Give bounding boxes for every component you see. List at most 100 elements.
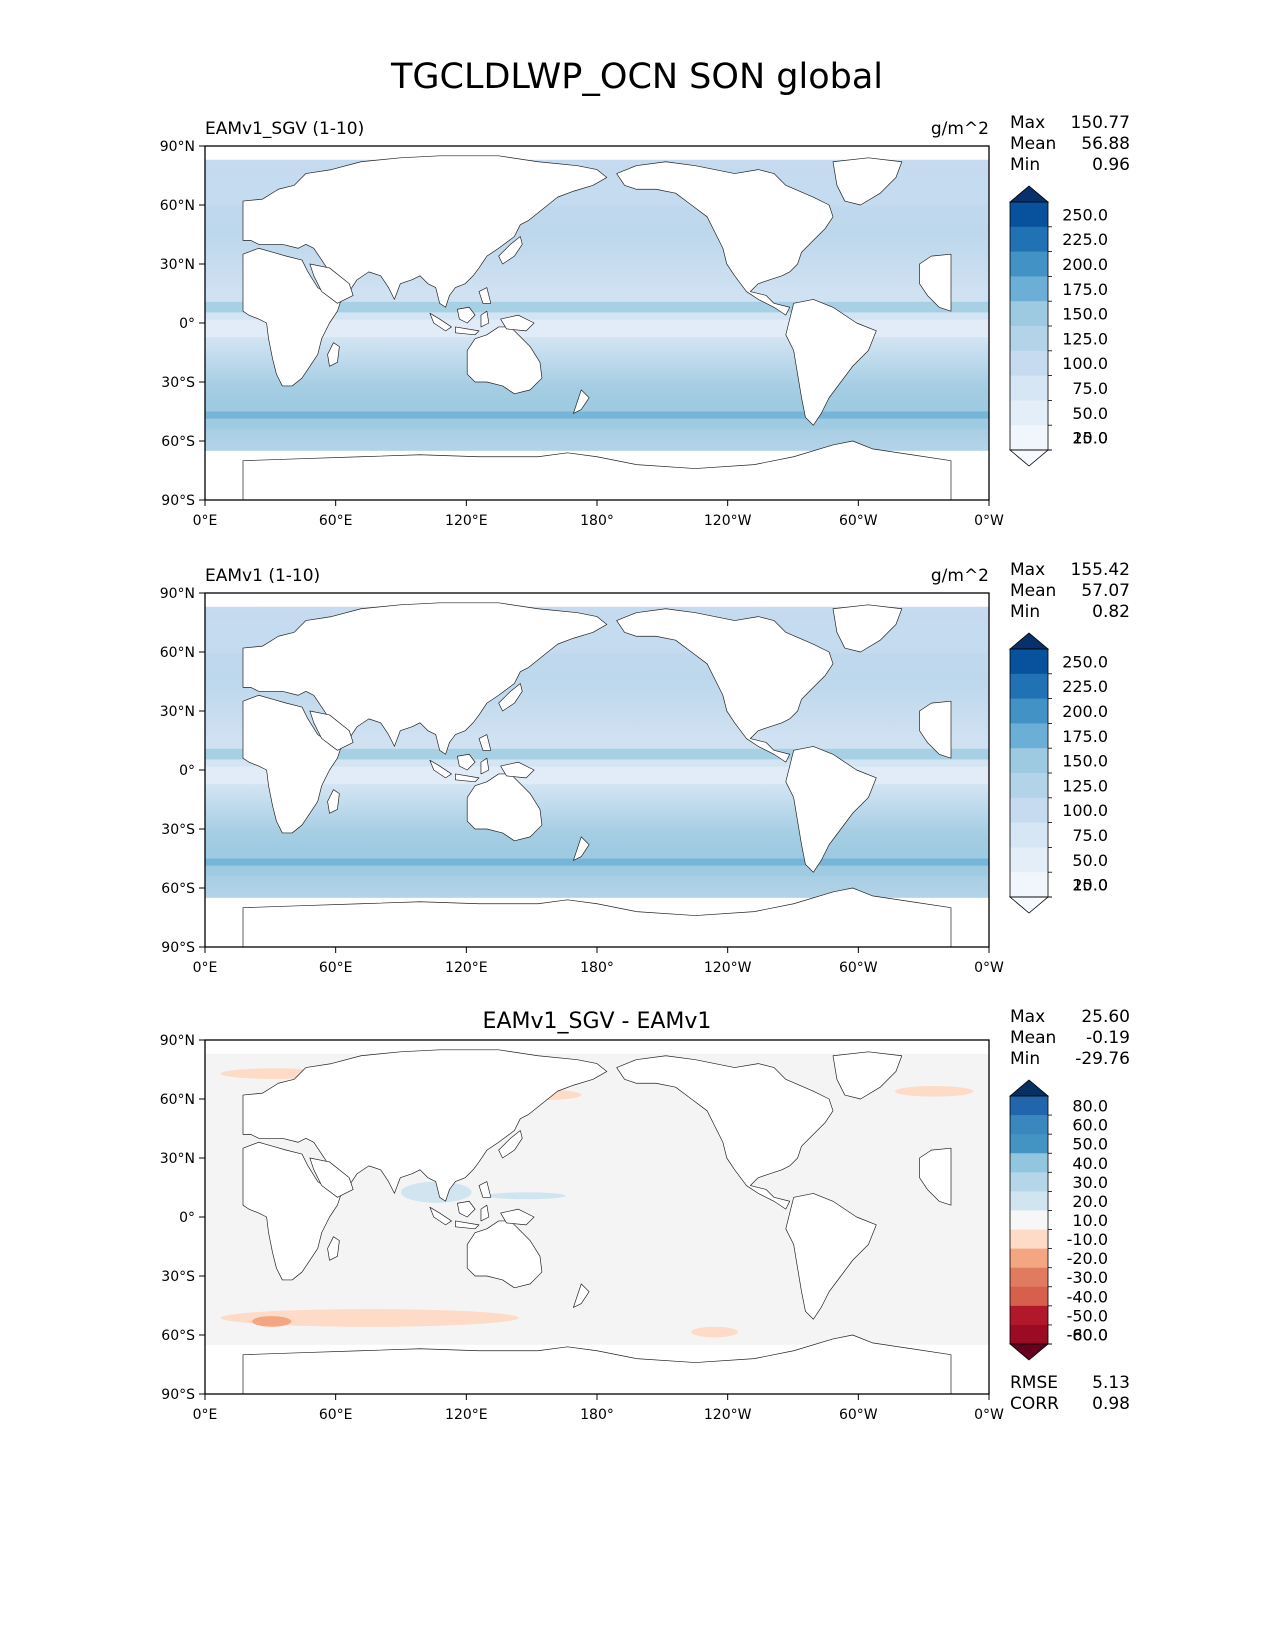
lon-tick-label: 180° xyxy=(580,513,614,529)
colorbar-bin xyxy=(1010,1096,1048,1116)
colorbar-bin xyxy=(1010,202,1048,228)
colorbar-label: 150.0 xyxy=(1062,305,1108,324)
colorbar-label: -30.0 xyxy=(1067,1268,1108,1287)
colorbar-bin xyxy=(1010,698,1048,724)
panel-name: EAMv1_SGV (1-10) xyxy=(205,119,364,139)
stat-value: -29.76 xyxy=(1075,1049,1130,1069)
footer-stat-label: CORR xyxy=(1010,1394,1059,1414)
stat-value: 56.88 xyxy=(1081,134,1130,154)
colorbar-label: -40.0 xyxy=(1067,1287,1108,1306)
lat-tick-label: 30°N xyxy=(160,257,195,273)
colorbar-label: 10.0 xyxy=(1072,876,1108,895)
lat-tick-label: 60°N xyxy=(160,198,195,214)
colorbar-bin xyxy=(1010,400,1048,426)
lon-tick-label: 120°E xyxy=(445,960,488,976)
colorbar-label: 175.0 xyxy=(1062,727,1108,746)
anomaly-patch xyxy=(220,1309,519,1327)
footer-stat-value: 0.98 xyxy=(1092,1394,1130,1414)
colorbar-label: 75.0 xyxy=(1072,379,1108,398)
colorbar-bin xyxy=(1010,1172,1048,1192)
colorbar-label: 20.0 xyxy=(1072,1192,1108,1211)
colorbar-label: 80.0 xyxy=(1072,1097,1108,1116)
colorbar-label: 100.0 xyxy=(1062,354,1108,373)
anomaly-patch xyxy=(487,1192,566,1200)
colorbar-extend-max xyxy=(1008,185,1050,203)
lat-tick-label: 30°S xyxy=(161,1269,195,1285)
anomaly-patch xyxy=(401,1181,472,1203)
colorbar-bin xyxy=(1010,797,1048,824)
lat-tick-label: 90°S xyxy=(161,1387,195,1403)
colorbar-label: 150.0 xyxy=(1062,752,1108,771)
stat-value: 0.96 xyxy=(1092,155,1130,175)
stat-label: Mean xyxy=(1010,1028,1056,1048)
colorbar-bin xyxy=(1010,425,1048,451)
colorbar-label: 250.0 xyxy=(1062,652,1108,671)
lon-tick-label: 0°W xyxy=(974,1407,1004,1423)
field-band xyxy=(205,858,989,866)
colorbar: 250.0 225.0 200.0 175.0 150.0 125.0 100.0 75.0 5… xyxy=(1008,632,1108,914)
colorbar-bin xyxy=(1010,276,1048,302)
colorbar-bin xyxy=(1010,226,1048,253)
colorbar-bin xyxy=(1010,773,1048,799)
colorbar-bin xyxy=(1010,251,1048,277)
field-band xyxy=(205,748,989,760)
colorbar-frame xyxy=(1009,1095,1049,1345)
colorbar-label: -20.0 xyxy=(1067,1249,1108,1268)
colorbar-label: 225.0 xyxy=(1062,677,1108,696)
colorbar-label: 200.0 xyxy=(1062,255,1108,274)
colorbar-bin xyxy=(1010,1248,1048,1269)
lon-tick-label: 60°W xyxy=(839,1407,878,1423)
lon-tick-label: 0°W xyxy=(974,513,1004,529)
colorbar: 250.0 225.0 200.0 175.0 150.0 125.0 100.0 75.0 5… xyxy=(1008,185,1108,467)
anomaly-patch xyxy=(691,1326,739,1338)
lat-tick-label: 0° xyxy=(179,1210,195,1226)
colorbar-extend-max xyxy=(1008,1079,1050,1097)
colorbar-label: -10.0 xyxy=(1067,1230,1108,1249)
lat-tick-label: 30°S xyxy=(161,822,195,838)
colorbar-bin xyxy=(1010,1267,1048,1288)
colorbar-label: 225.0 xyxy=(1062,230,1108,249)
panel-units: g/m^2 xyxy=(931,119,989,139)
colorbar-label: -80.0 xyxy=(1067,1325,1108,1344)
lat-tick-label: 90°S xyxy=(161,940,195,956)
colorbar-bin xyxy=(1010,1229,1048,1250)
colorbar-label: 50.0 xyxy=(1072,404,1108,423)
colorbar: 80.060.050.040.030.020.010.0-10.0-20.0-3… xyxy=(1008,1079,1108,1361)
stat-label: Max xyxy=(1010,1007,1045,1027)
lon-tick-label: 60°E xyxy=(319,1407,353,1423)
field-band xyxy=(205,301,989,313)
stat-label: Min xyxy=(1010,155,1040,175)
panel-diff: EAMv1_SGV - EAMv1 90°N 60°N 30°N 0° 30°S 60°S 9… xyxy=(160,1007,1130,1423)
colorbar-bin xyxy=(1010,822,1048,848)
lon-tick-label: 0°E xyxy=(193,513,218,529)
colorbar-label: -60.0 xyxy=(1067,1325,1108,1344)
field-band xyxy=(205,411,989,419)
lat-tick-label: 0° xyxy=(179,763,195,779)
stat-label: Max xyxy=(1010,560,1045,580)
lon-tick-label: 180° xyxy=(580,1407,614,1423)
lat-tick-label: 90°N xyxy=(160,139,195,155)
lat-tick-label: 30°N xyxy=(160,704,195,720)
figure-title: TGCLDLWP_OCN SON global xyxy=(390,57,883,97)
colorbar-bin xyxy=(1010,350,1048,377)
colorbar-label: 100.0 xyxy=(1062,801,1108,820)
footer-stat-value: 5.13 xyxy=(1092,1373,1130,1393)
lon-tick-label: 60°E xyxy=(319,960,353,976)
colorbar-bin xyxy=(1010,1305,1048,1326)
lat-tick-label: 60°N xyxy=(160,645,195,661)
colorbar-bin xyxy=(1010,748,1048,774)
stat-label: Max xyxy=(1010,113,1045,133)
anomaly-patch xyxy=(252,1316,292,1327)
stat-value: 155.42 xyxy=(1071,560,1130,580)
colorbar-bin xyxy=(1010,1210,1048,1231)
colorbar-extend-max xyxy=(1008,632,1050,650)
panel-name: EAMv1 (1-10) xyxy=(205,566,320,586)
colorbar-label: 125.0 xyxy=(1062,776,1108,795)
stat-label: Min xyxy=(1010,602,1040,622)
lon-tick-label: 180° xyxy=(580,960,614,976)
lon-tick-label: 0°E xyxy=(193,1407,218,1423)
colorbar-bin xyxy=(1010,1191,1048,1211)
lat-tick-label: 30°N xyxy=(160,1151,195,1167)
colorbar-extend-min xyxy=(1008,1343,1050,1361)
